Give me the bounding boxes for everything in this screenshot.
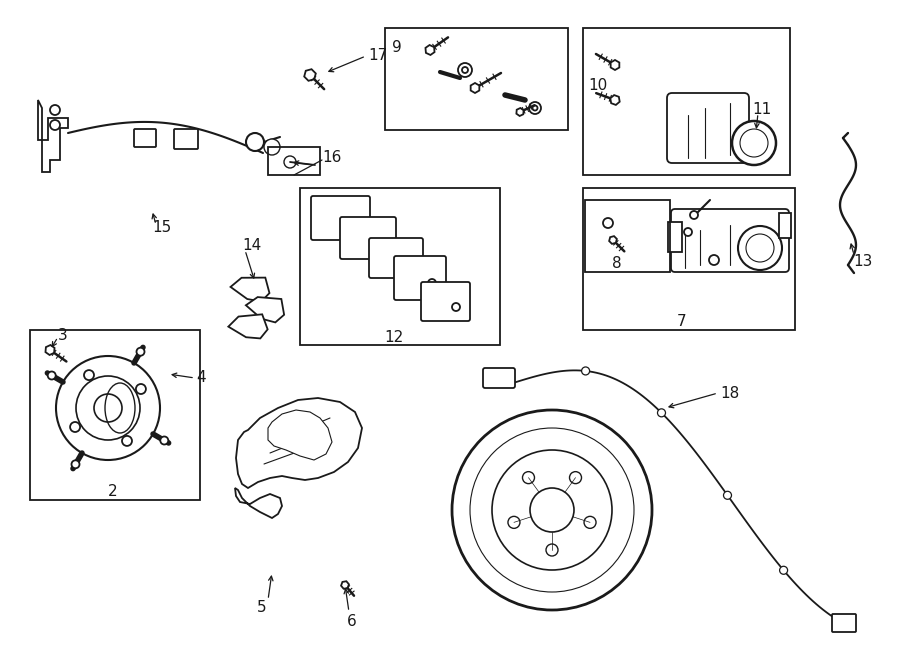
Circle shape [264, 139, 280, 155]
Circle shape [603, 218, 613, 228]
Bar [268, 147, 320, 175]
Polygon shape [229, 315, 267, 338]
Circle shape [428, 279, 436, 287]
Circle shape [50, 105, 60, 115]
Text: 16: 16 [322, 151, 341, 165]
Polygon shape [235, 488, 282, 518]
Text: 14: 14 [242, 237, 261, 253]
Circle shape [284, 156, 296, 168]
Bar [779, 213, 791, 238]
Circle shape [690, 211, 698, 219]
Circle shape [529, 102, 541, 114]
Bar [583, 188, 795, 330]
Text: 6: 6 [347, 615, 357, 629]
Circle shape [84, 370, 94, 380]
Text: 11: 11 [752, 102, 771, 118]
FancyBboxPatch shape [832, 614, 856, 632]
Circle shape [48, 371, 56, 379]
Circle shape [709, 255, 719, 265]
Text: 4: 4 [196, 371, 205, 385]
Polygon shape [426, 45, 435, 55]
Polygon shape [610, 95, 620, 105]
Circle shape [738, 226, 782, 270]
FancyBboxPatch shape [340, 217, 396, 259]
Circle shape [404, 259, 412, 267]
Text: 18: 18 [720, 385, 739, 401]
Bar [585, 200, 670, 272]
Circle shape [458, 63, 472, 77]
Text: 12: 12 [384, 329, 403, 344]
Polygon shape [46, 345, 55, 355]
Polygon shape [268, 410, 332, 460]
Circle shape [452, 303, 460, 311]
Circle shape [658, 409, 665, 417]
Text: 10: 10 [588, 77, 608, 93]
Text: 17: 17 [368, 48, 387, 63]
Polygon shape [304, 69, 316, 81]
Circle shape [160, 436, 168, 444]
FancyBboxPatch shape [394, 256, 446, 300]
Text: 7: 7 [677, 315, 687, 329]
Circle shape [122, 436, 132, 446]
FancyBboxPatch shape [369, 238, 423, 278]
Circle shape [508, 516, 520, 528]
Circle shape [71, 460, 79, 468]
Circle shape [137, 348, 145, 356]
Polygon shape [517, 108, 524, 116]
Bar [583, 28, 790, 175]
Bar [300, 188, 500, 345]
Circle shape [70, 422, 80, 432]
FancyBboxPatch shape [667, 93, 749, 163]
Circle shape [56, 356, 160, 460]
Polygon shape [236, 398, 362, 488]
Text: 2: 2 [108, 485, 118, 500]
Polygon shape [611, 60, 619, 70]
Circle shape [246, 133, 264, 151]
Circle shape [50, 120, 60, 130]
Text: 3: 3 [58, 327, 68, 342]
Circle shape [724, 491, 732, 499]
FancyBboxPatch shape [134, 129, 156, 147]
FancyBboxPatch shape [421, 282, 470, 321]
Bar [385, 28, 568, 130]
Polygon shape [230, 278, 269, 301]
Circle shape [581, 367, 590, 375]
Polygon shape [471, 83, 480, 93]
FancyBboxPatch shape [671, 209, 789, 272]
Polygon shape [609, 236, 617, 244]
FancyBboxPatch shape [174, 129, 198, 149]
Circle shape [136, 384, 146, 394]
Text: 5: 5 [257, 600, 266, 615]
Text: 13: 13 [853, 254, 872, 270]
Polygon shape [38, 100, 68, 172]
Circle shape [732, 121, 776, 165]
Circle shape [584, 516, 596, 528]
FancyBboxPatch shape [483, 368, 515, 388]
Circle shape [523, 472, 535, 484]
Circle shape [570, 472, 581, 484]
Text: 15: 15 [152, 221, 171, 235]
Bar [30, 330, 200, 500]
Circle shape [546, 544, 558, 556]
FancyBboxPatch shape [311, 196, 370, 240]
Circle shape [377, 239, 385, 247]
Polygon shape [341, 581, 349, 589]
Circle shape [779, 566, 788, 574]
Bar [668, 222, 682, 252]
Polygon shape [246, 297, 284, 323]
Text: 8: 8 [612, 256, 622, 270]
Circle shape [349, 219, 357, 227]
Text: 9: 9 [392, 40, 401, 56]
Circle shape [684, 228, 692, 236]
